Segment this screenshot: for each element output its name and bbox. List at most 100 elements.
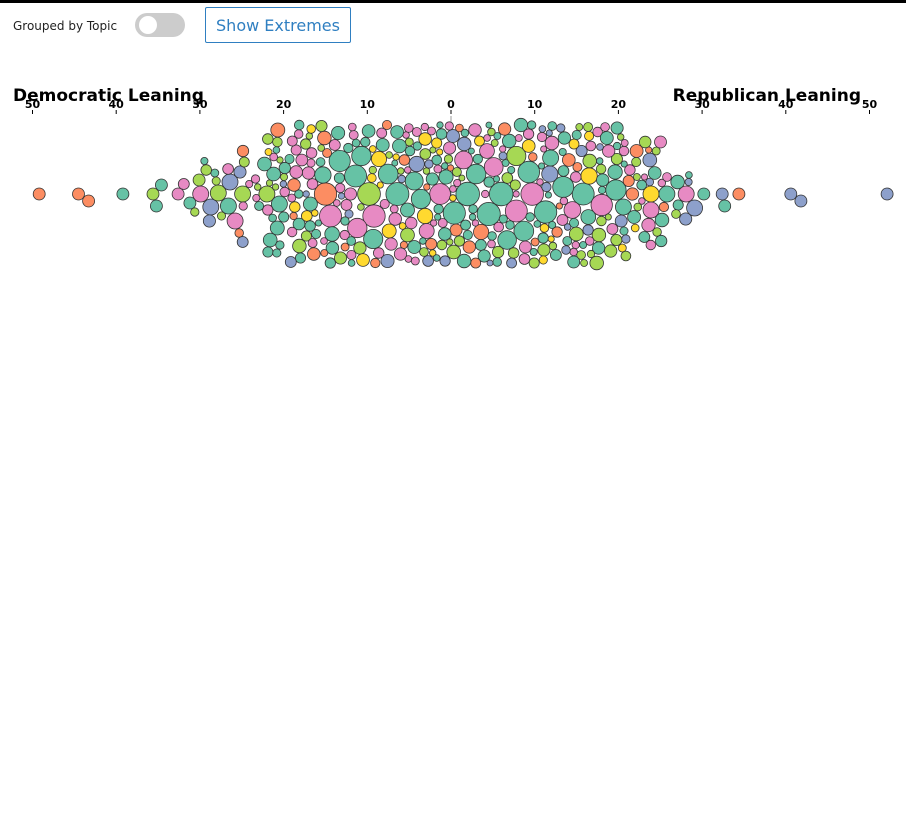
bubble[interactable] [446,238,454,246]
bubble[interactable] [604,244,618,258]
bubble[interactable] [540,145,548,153]
bubble[interactable] [346,249,357,260]
bubble[interactable] [559,196,569,206]
bubble[interactable] [438,227,452,241]
bubble[interactable] [483,134,491,142]
bubble[interactable] [357,203,365,211]
bubble[interactable] [585,140,597,152]
bubble[interactable] [278,211,290,223]
bubble[interactable] [404,171,424,191]
bubble[interactable] [575,123,584,131]
bubble[interactable] [443,141,457,155]
bubble[interactable] [545,129,553,137]
bubble[interactable] [617,133,625,141]
bubble[interactable] [337,192,346,200]
bubble[interactable] [473,223,490,240]
bubble[interactable] [471,219,479,227]
bubble[interactable] [279,186,290,198]
bubble[interactable] [654,212,670,228]
bubble[interactable] [638,231,651,243]
bubble[interactable] [307,247,321,261]
bubble[interactable] [317,144,326,152]
bubble[interactable] [460,128,470,138]
bubble[interactable] [289,165,303,179]
bubble[interactable] [455,123,464,133]
bubble[interactable] [286,226,298,238]
bubble[interactable] [537,232,549,244]
bubble[interactable] [479,143,495,159]
bubble[interactable] [429,183,451,205]
bubble[interactable] [295,153,309,167]
bubble[interactable] [562,236,573,246]
bubble[interactable] [647,166,662,180]
bubble[interactable] [446,164,455,172]
bubble[interactable] [514,134,523,142]
bubble[interactable] [498,214,508,224]
bubble[interactable] [370,257,381,269]
bubble[interactable] [339,229,350,241]
bubble[interactable] [211,176,221,186]
bubble[interactable] [381,120,392,131]
bubble[interactable] [385,182,410,206]
bubble[interactable] [192,173,206,187]
bubble[interactable] [596,143,604,151]
bubble[interactable] [477,249,491,263]
bubble[interactable] [658,201,670,213]
bubble[interactable] [373,247,385,259]
bubble[interactable] [519,240,532,254]
bubble[interactable] [453,179,462,188]
bubble[interactable] [444,121,454,131]
bubble[interactable] [684,178,693,187]
bubble[interactable] [501,159,510,167]
bubble[interactable] [429,249,437,257]
bubble[interactable] [586,249,596,259]
bubble[interactable] [462,229,473,240]
bubble[interactable] [379,199,390,210]
bubble[interactable] [443,154,454,164]
bubble[interactable] [356,253,370,267]
bubble[interactable] [533,220,542,228]
bubble[interactable] [324,257,336,269]
bubble[interactable] [400,227,415,243]
bubble[interactable] [343,187,357,201]
bubble[interactable] [582,153,597,169]
bubble[interactable] [424,159,434,169]
bubble[interactable] [536,178,544,186]
bubble[interactable] [418,223,435,239]
bubble[interactable] [571,240,580,250]
bubble[interactable] [642,152,658,168]
bubble[interactable] [880,187,894,201]
bubble[interactable] [476,202,501,227]
bubble[interactable] [536,131,548,143]
bubble[interactable] [436,148,444,156]
bubble[interactable] [472,153,483,165]
bubble[interactable] [457,136,472,152]
bubble[interactable] [116,187,130,201]
bubble[interactable] [497,122,512,136]
bubble[interactable] [579,241,587,249]
bubble[interactable] [376,181,384,189]
bubble[interactable] [219,197,237,215]
bubble[interactable] [380,253,395,268]
bubble[interactable] [580,259,588,267]
bubble[interactable] [202,214,216,228]
bubble[interactable] [490,139,499,147]
bubble[interactable] [357,182,381,206]
bubble[interactable] [596,215,607,227]
bubble[interactable] [501,172,514,184]
bubble[interactable] [619,226,629,236]
bubble[interactable] [270,122,286,138]
bubble[interactable] [784,187,798,201]
bubble[interactable] [499,145,507,153]
bubble[interactable] [420,122,429,132]
bubble[interactable] [82,194,95,208]
bubble[interactable] [262,246,274,258]
bubble[interactable] [432,254,441,262]
bubble[interactable] [585,236,595,246]
bubble[interactable] [481,189,490,199]
bubble[interactable] [319,204,342,228]
bubble[interactable] [222,163,234,175]
bubble[interactable] [254,201,265,211]
bubble[interactable] [509,179,521,191]
bubble[interactable] [685,171,693,179]
